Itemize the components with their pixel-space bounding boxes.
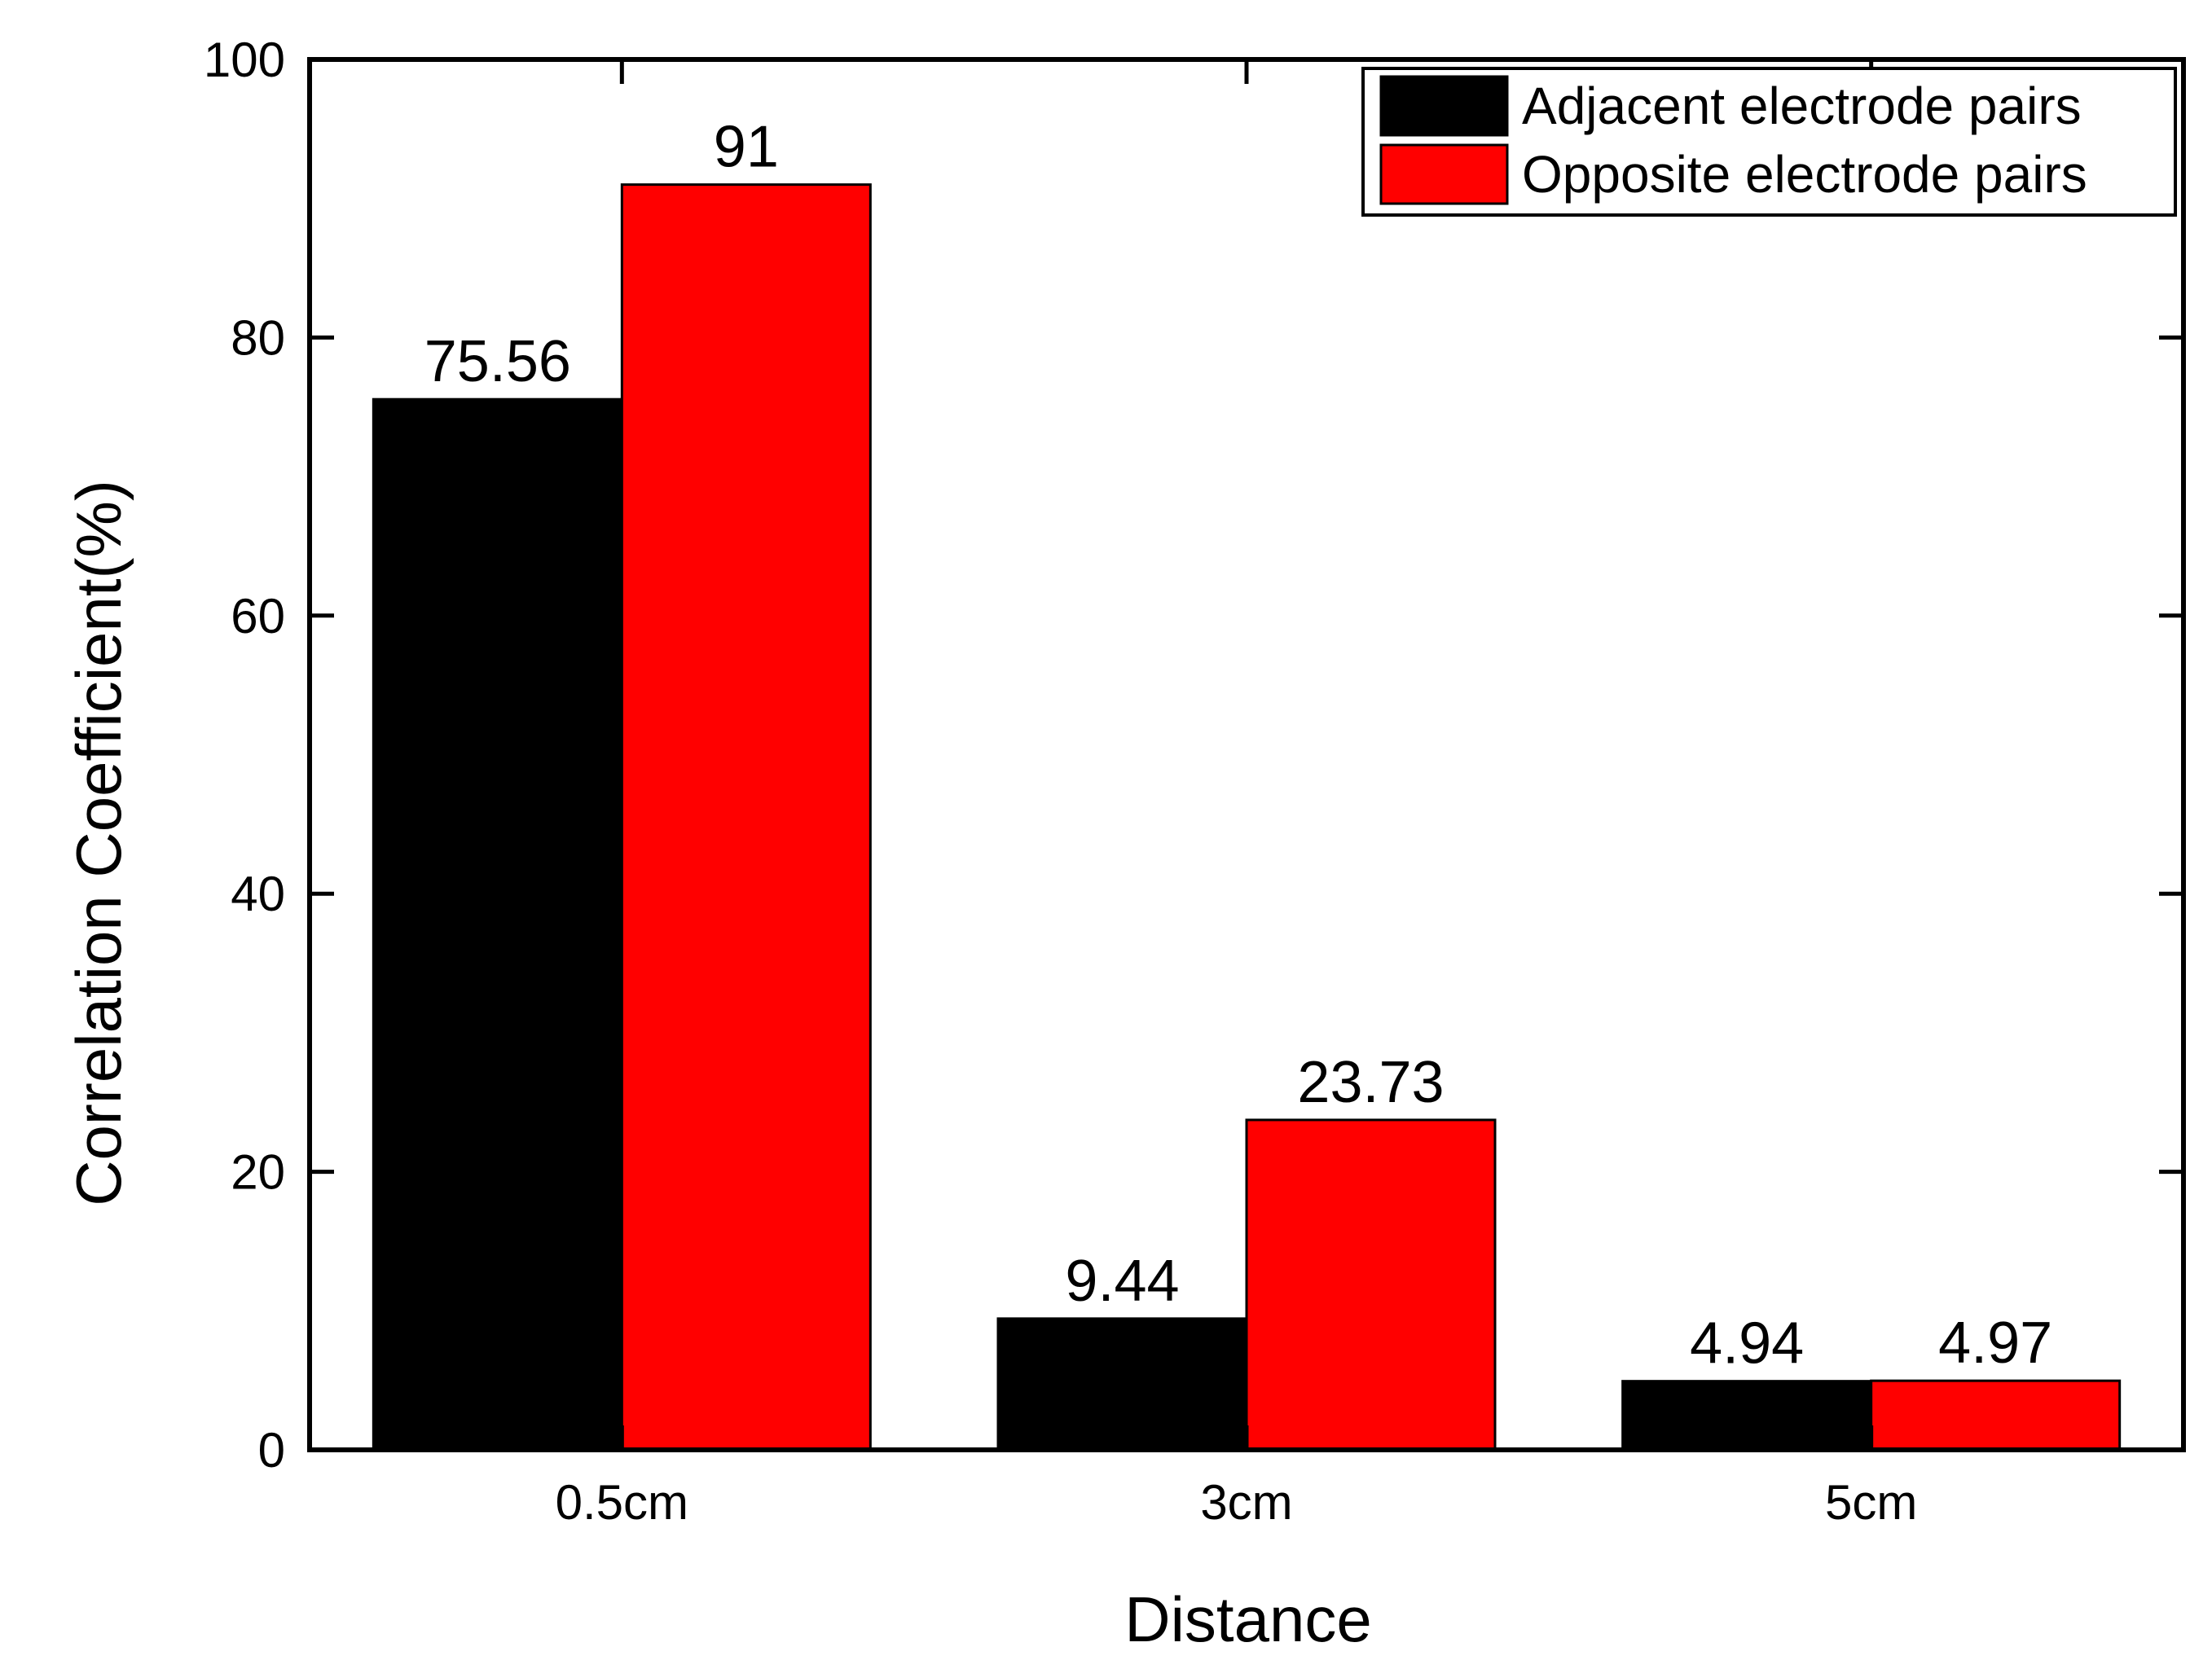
value-label-adjacent-0: 75.56	[424, 329, 571, 394]
y-tick-label-3: 60	[231, 589, 285, 643]
y-tick-label-1: 20	[231, 1145, 285, 1200]
legend: Adjacent electrode pairs Opposite electro…	[1361, 67, 2177, 217]
y-tick-label-5: 100	[204, 33, 285, 87]
value-labels: 75.56 91 9.44 23.73 4.94 4.97	[424, 115, 2052, 1377]
value-label-adjacent-2: 4.94	[1690, 1311, 1804, 1377]
bars	[372, 183, 2122, 1451]
y-tick-label-2: 40	[231, 867, 285, 921]
bar-adjacent-1	[996, 1317, 1248, 1451]
y-tick-label-0: 0	[258, 1423, 285, 1478]
x-tick-label-0: 0.5cm	[556, 1475, 688, 1530]
bar-opposite-2	[1870, 1379, 2122, 1451]
value-label-opposite-0: 91	[714, 115, 779, 180]
value-label-opposite-2: 4.97	[1938, 1311, 2052, 1376]
x-axis-title: Distance	[1124, 1583, 1371, 1655]
value-label-opposite-1: 23.73	[1297, 1050, 1444, 1115]
y-tick-label-4: 80	[231, 310, 285, 365]
x-tick-label-2: 5cm	[1825, 1475, 1917, 1530]
ticks: 0.5cm 3cm 5cm 0 20 40 60 80 100	[204, 33, 2183, 1530]
legend-swatch-adjacent	[1379, 75, 1509, 137]
legend-label-opposite: Opposite electrode pairs	[1522, 145, 2087, 204]
legend-swatch-opposite	[1379, 143, 1509, 205]
bar-opposite-0	[620, 183, 872, 1451]
bar-adjacent-0	[372, 397, 623, 1451]
legend-label-adjacent: Adjacent electrode pairs	[1522, 77, 2082, 135]
bar-opposite-1	[1245, 1118, 1497, 1451]
value-label-adjacent-1: 9.44	[1065, 1249, 1179, 1314]
bar-adjacent-2	[1621, 1380, 1873, 1451]
x-tick-label-1: 3cm	[1200, 1475, 1292, 1530]
y-axis-title: Correlation Coefficient(%)	[63, 480, 134, 1206]
